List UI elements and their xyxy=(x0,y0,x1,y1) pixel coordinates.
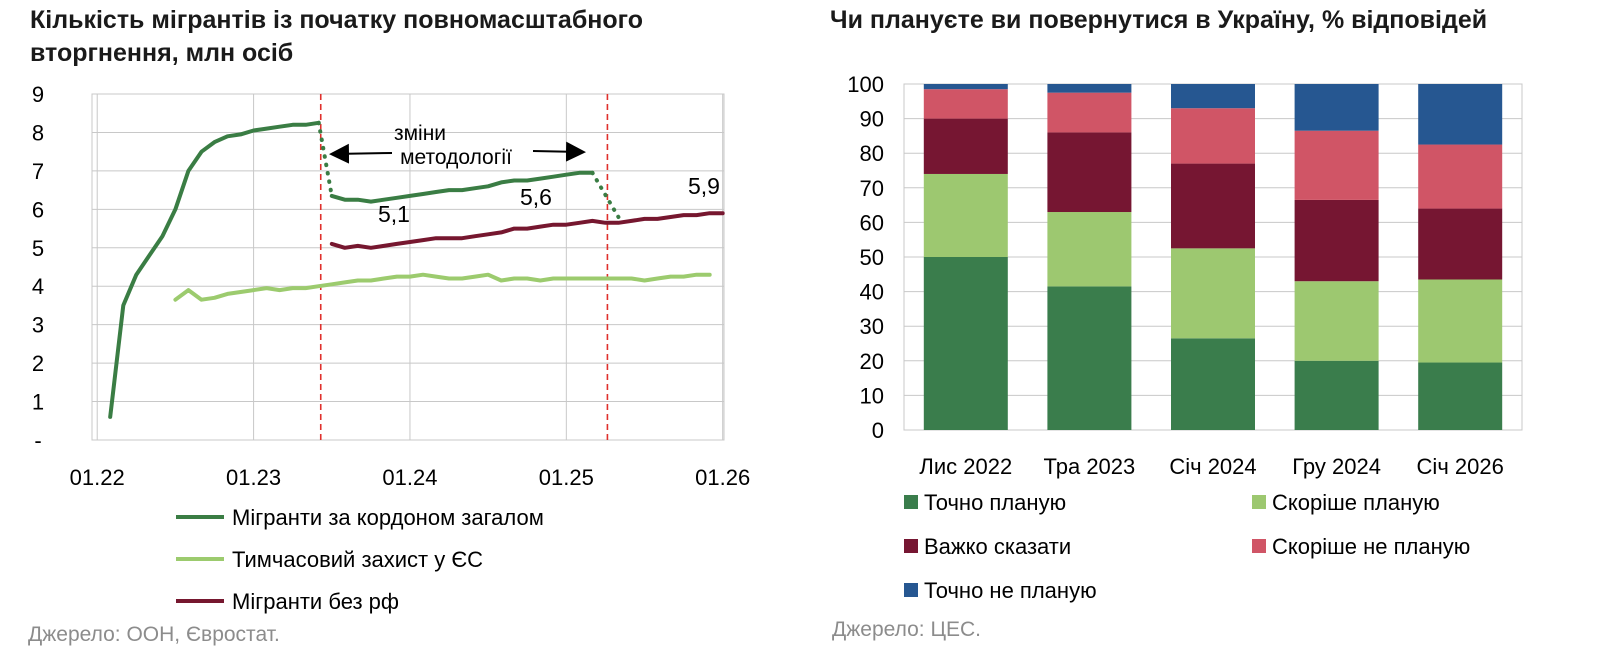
data-label: 5,1 xyxy=(378,201,410,227)
legend-label: Мігранти без рф xyxy=(232,589,399,614)
x-tick-label: 01.25 xyxy=(539,465,594,490)
bar-segment xyxy=(1294,199,1379,282)
left-chart-panel: Кількість мігрантів із початку повномасш… xyxy=(0,0,780,671)
legend-label: Скоріше не планую xyxy=(1272,534,1470,559)
bar-segment xyxy=(1294,130,1379,200)
bar-segment xyxy=(1047,92,1132,133)
bar-segment xyxy=(923,173,1008,257)
legend-label: Скоріше планую xyxy=(1272,490,1440,515)
bar-segment xyxy=(1047,212,1132,287)
y-tick-label: 80 xyxy=(860,141,884,166)
bar-segment xyxy=(923,89,1008,119)
y-tick-label: 1 xyxy=(32,390,44,415)
legend-swatch xyxy=(904,539,918,553)
y-tick-label: 8 xyxy=(32,120,44,145)
bar-segment xyxy=(1171,338,1255,430)
bar-segment xyxy=(1047,132,1132,213)
legend-label: Важко сказати xyxy=(924,534,1071,559)
annotation-arrow-left xyxy=(329,143,393,164)
y-tick-label: 3 xyxy=(32,313,44,338)
y-tick-label: 4 xyxy=(32,274,44,299)
left-chart-source: Джерело: ООН, Євростат. xyxy=(28,623,280,646)
bar-segment xyxy=(1418,208,1503,280)
plot-area-frame xyxy=(91,93,725,441)
x-tick-label: Гру 2024 xyxy=(1292,454,1381,479)
y-tick-label: 7 xyxy=(32,159,44,184)
x-tick-label: Січ 2026 xyxy=(1417,454,1504,479)
bar-segment xyxy=(923,118,1008,174)
legend-swatch xyxy=(1252,539,1266,553)
series-line-1 xyxy=(108,120,321,419)
legend-label: Тимчасовий захист у ЄС xyxy=(232,547,483,572)
y-tick-label: 2 xyxy=(32,351,44,376)
right-chart-title: Чи плануєте ви повернутися в Україну, % … xyxy=(830,6,1488,34)
bar-segment xyxy=(1047,84,1132,93)
x-tick-label: 01.22 xyxy=(70,465,125,490)
series-line-2 xyxy=(173,272,712,302)
series-line-1 xyxy=(590,170,621,219)
bar-segment xyxy=(1294,281,1379,361)
annotation-text: методології xyxy=(400,146,512,169)
y-tick-label: 30 xyxy=(860,314,884,339)
y-tick-label: 6 xyxy=(32,197,44,222)
x-tick-label: Тра 2023 xyxy=(1044,454,1136,479)
series-line-3 xyxy=(329,211,725,250)
return-plans-stacked-bar-chart: 0 10 20 30 40 50 60 70 80 90 100 Лис 2022 Тра 2023 Сі… xyxy=(847,72,1523,603)
bar-segment xyxy=(1171,163,1255,249)
legend-swatch xyxy=(904,583,918,597)
x-tick-label: Лис 2022 xyxy=(919,454,1012,479)
bar-segment xyxy=(1418,144,1503,209)
x-tick-label: 01.23 xyxy=(226,465,281,490)
legend-label: Точно планую xyxy=(924,490,1066,515)
legend-swatch xyxy=(1252,495,1266,509)
bar-segment xyxy=(1294,360,1379,430)
data-label: 5,9 xyxy=(688,173,720,199)
legend-label: Точно не планую xyxy=(924,578,1097,603)
bar-segment xyxy=(1418,84,1503,145)
right-chart-panel: Чи плануєте ви повернутися в Україну, % … xyxy=(820,0,1600,671)
y-tick-label: 0 xyxy=(872,418,884,443)
bar-segment xyxy=(1171,248,1255,339)
legend-swatch xyxy=(904,495,918,509)
y-tick-label: - xyxy=(34,428,41,453)
annotation-arrow-right xyxy=(532,141,586,162)
migrants-line-chart: 01.22 01.23 01.24 01.25 01.26 - 1 2 3 4 5 6 7 8 9 зміни… xyxy=(32,82,750,614)
y-tick-label: 70 xyxy=(860,176,884,201)
bar-segment xyxy=(923,84,1008,90)
y-tick-label: 100 xyxy=(847,72,884,97)
y-tick-label: 60 xyxy=(860,210,884,235)
bar-segment xyxy=(1171,84,1255,109)
y-tick-label: 20 xyxy=(860,349,884,374)
y-tick-label: 90 xyxy=(860,107,884,132)
annotation-text: зміни xyxy=(394,122,446,145)
y-tick-label: 10 xyxy=(860,383,884,408)
x-tick-label: 01.26 xyxy=(695,465,750,490)
series-line-1 xyxy=(316,120,334,198)
bar-segment xyxy=(1418,362,1503,430)
x-tick-label: 01.24 xyxy=(382,465,437,490)
bar-segment xyxy=(923,257,1008,430)
bar-segment xyxy=(1047,286,1132,430)
y-tick-label: 40 xyxy=(860,280,884,305)
bar-segment xyxy=(1171,108,1255,164)
y-tick-label: 50 xyxy=(860,245,884,270)
x-tick-label: Січ 2024 xyxy=(1169,454,1256,479)
series-line-1 xyxy=(329,170,595,204)
bar-segment xyxy=(1294,84,1379,131)
legend-label: Мігранти за кордоном загалом xyxy=(232,505,544,530)
right-chart-source: Джерело: ЦЕС. xyxy=(832,618,981,641)
left-chart-title: Кількість мігрантів із початку повномасш… xyxy=(30,6,644,67)
bar-segment xyxy=(1418,279,1503,363)
y-tick-label: 5 xyxy=(32,236,44,261)
y-tick-label: 9 xyxy=(32,82,44,107)
data-label: 5,6 xyxy=(520,184,552,210)
